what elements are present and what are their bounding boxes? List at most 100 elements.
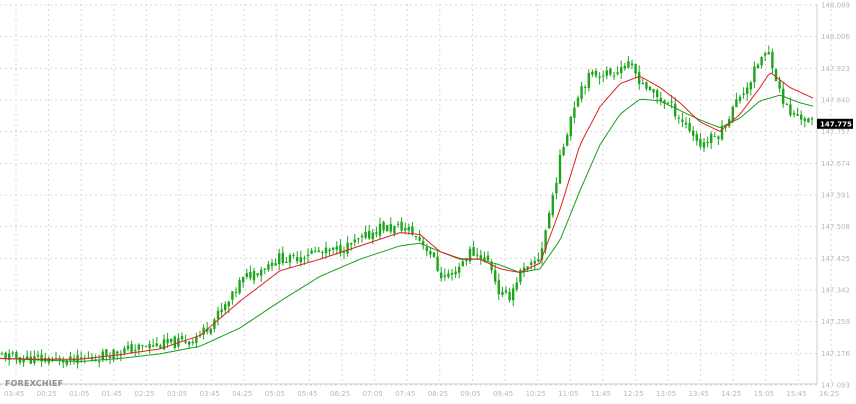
candle-body bbox=[634, 63, 637, 74]
x-tick-label: 03:45 bbox=[4, 390, 24, 398]
candle-body bbox=[249, 271, 252, 279]
x-tick-label: 06:25 bbox=[330, 390, 350, 398]
candle-body bbox=[609, 68, 612, 75]
candle-body bbox=[141, 345, 144, 347]
x-tick-label: 11:05 bbox=[558, 390, 578, 398]
candle-body bbox=[328, 249, 331, 252]
candle-body bbox=[659, 97, 662, 102]
candle-body bbox=[123, 348, 126, 353]
candle-body bbox=[612, 75, 616, 77]
candle-body bbox=[339, 245, 342, 254]
candle-body bbox=[353, 239, 356, 243]
candle-body bbox=[54, 358, 58, 360]
candle-body bbox=[281, 252, 284, 263]
current-price-tag: 147.775 bbox=[817, 118, 853, 129]
candle-body bbox=[252, 271, 256, 281]
candle-body bbox=[497, 280, 500, 295]
candle-body bbox=[476, 254, 479, 256]
x-tick-label: 13:05 bbox=[656, 390, 676, 398]
candle-body bbox=[530, 262, 533, 265]
y-tick-label: 147.259 bbox=[821, 318, 850, 326]
candle-body bbox=[126, 345, 130, 349]
candle-body bbox=[504, 290, 508, 293]
candle-body bbox=[209, 328, 212, 334]
candle-body bbox=[731, 106, 734, 122]
candle-body bbox=[630, 63, 634, 66]
candle-body bbox=[454, 271, 457, 275]
candle-body bbox=[713, 136, 716, 138]
candle-body bbox=[522, 267, 526, 272]
candle-body bbox=[411, 226, 414, 235]
candle-body bbox=[760, 56, 763, 66]
candle-body bbox=[393, 225, 396, 234]
candle-body bbox=[548, 213, 551, 229]
y-tick-label: 147.840 bbox=[821, 97, 850, 105]
x-tick-label: 08:25 bbox=[428, 390, 448, 398]
candle-body bbox=[65, 360, 68, 365]
candle-body bbox=[670, 101, 673, 103]
candle-body bbox=[432, 252, 436, 257]
candle-body bbox=[213, 319, 216, 329]
candle-body bbox=[684, 122, 688, 125]
candle-body bbox=[699, 138, 702, 147]
candle-body bbox=[717, 136, 720, 139]
x-tick-label: 13:45 bbox=[689, 390, 709, 398]
candle-body bbox=[440, 272, 443, 279]
candle-body bbox=[368, 230, 371, 239]
candle-body bbox=[652, 89, 655, 93]
candle-body bbox=[332, 247, 335, 250]
x-tick-label: 01:45 bbox=[102, 390, 122, 398]
candle-body bbox=[292, 254, 295, 256]
y-tick-label: 147.508 bbox=[821, 223, 850, 231]
candle-body bbox=[558, 154, 562, 184]
candle-body bbox=[382, 222, 385, 231]
candle-body bbox=[155, 343, 158, 347]
candle-body bbox=[468, 248, 472, 262]
candle-body bbox=[116, 351, 119, 354]
candle-body bbox=[746, 87, 749, 94]
candles bbox=[0, 45, 814, 369]
candle-body bbox=[656, 90, 659, 97]
candle-body bbox=[447, 273, 450, 277]
x-tick-label: 03:05 bbox=[167, 390, 187, 398]
candle-body bbox=[8, 353, 11, 360]
candle-body bbox=[515, 282, 518, 290]
y-tick-label: 147.923 bbox=[821, 65, 850, 73]
candle-body bbox=[386, 225, 389, 232]
candle-body bbox=[627, 61, 630, 68]
candle-body bbox=[224, 304, 227, 311]
candle-body bbox=[764, 53, 767, 56]
y-tick-label: 148.089 bbox=[821, 2, 850, 10]
candle-body bbox=[324, 247, 328, 254]
candle-body bbox=[18, 357, 22, 363]
x-tick-label: 15:45 bbox=[786, 390, 806, 398]
candle-body bbox=[400, 221, 403, 231]
y-tick-label: 147.591 bbox=[821, 192, 850, 200]
candle-body bbox=[605, 70, 608, 76]
candle-body bbox=[666, 102, 670, 104]
x-tick-label: 09:05 bbox=[460, 390, 480, 398]
candle-body bbox=[267, 264, 270, 270]
candle-body bbox=[414, 236, 418, 238]
candle-body bbox=[108, 356, 112, 358]
candle-body bbox=[512, 288, 515, 301]
candle-body bbox=[756, 64, 760, 69]
y-tick-label: 147.674 bbox=[821, 160, 850, 168]
candle-body bbox=[623, 65, 626, 69]
candle-body bbox=[303, 257, 306, 259]
candle-body bbox=[342, 251, 346, 253]
x-tick-label: 04:25 bbox=[232, 390, 252, 398]
candle-body bbox=[180, 336, 184, 340]
x-tick-label: 07:45 bbox=[395, 390, 415, 398]
candle-body bbox=[263, 268, 266, 270]
candle-body bbox=[159, 345, 162, 349]
x-tick-label: 01:05 bbox=[69, 390, 89, 398]
x-tick-label: 09:45 bbox=[493, 390, 513, 398]
candle-body bbox=[771, 51, 774, 69]
candle-body bbox=[573, 107, 576, 118]
candle-body bbox=[443, 275, 446, 277]
candle-body bbox=[137, 344, 140, 350]
